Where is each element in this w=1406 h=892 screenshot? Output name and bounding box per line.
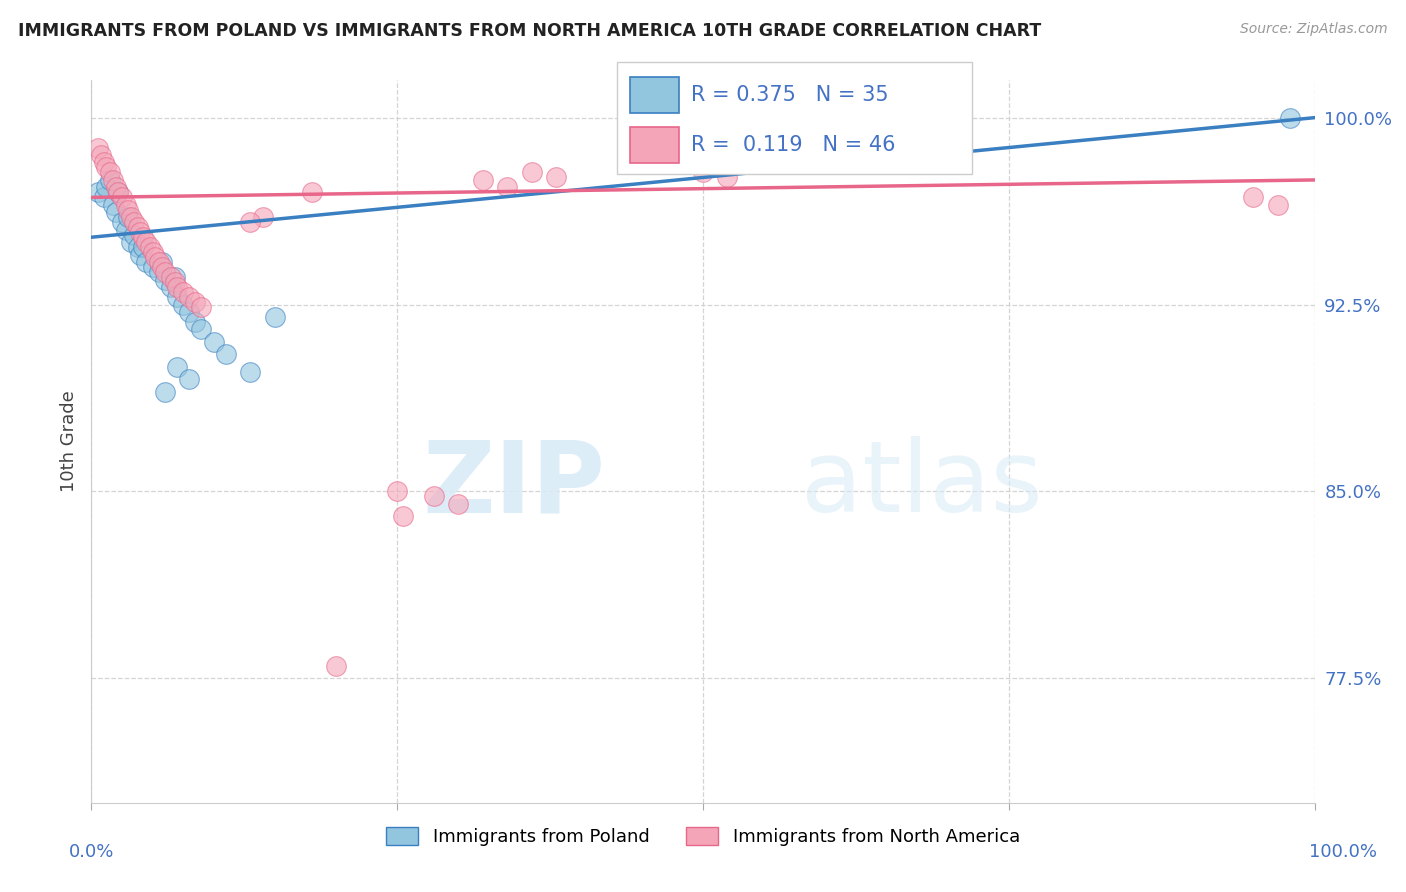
Point (117, 202, 139, 217)
Point (392, 509, 415, 524)
Point (93, 155, 115, 169)
FancyBboxPatch shape (630, 128, 679, 163)
Point (190, 322, 212, 336)
Point (252, 211, 274, 225)
Text: Source: ZipAtlas.com: Source: ZipAtlas.com (1240, 22, 1388, 37)
Point (153, 384, 176, 399)
Point (114, 198, 136, 212)
Point (120, 211, 142, 225)
Point (172, 285, 194, 299)
Point (90, 148, 112, 162)
Point (325, 658, 347, 673)
Point (132, 240, 155, 254)
Point (104, 205, 127, 219)
Point (122, 227, 145, 242)
Point (129, 225, 152, 239)
Point (122, 215, 145, 229)
Point (179, 372, 201, 386)
Point (423, 489, 446, 503)
Point (184, 295, 207, 310)
Point (172, 297, 194, 311)
Point (160, 280, 183, 294)
Point (190, 300, 212, 314)
Point (163, 275, 186, 289)
Y-axis label: 10th Grade: 10th Grade (59, 391, 77, 492)
FancyBboxPatch shape (630, 77, 679, 112)
Point (163, 270, 186, 285)
Point (184, 315, 207, 329)
Text: IMMIGRANTS FROM POLAND VS IMMIGRANTS FROM NORTH AMERICA 10TH GRADE CORRELATION C: IMMIGRANTS FROM POLAND VS IMMIGRANTS FRO… (18, 22, 1042, 40)
Point (520, 165, 543, 179)
Point (166, 290, 188, 304)
Point (141, 260, 163, 274)
Legend: Immigrants from Poland, Immigrants from North America: Immigrants from Poland, Immigrants from … (377, 818, 1029, 855)
Point (143, 250, 166, 264)
Text: 100.0%: 100.0% (1309, 843, 1376, 861)
Point (385, 484, 409, 499)
Point (239, 215, 262, 229)
Point (239, 365, 262, 379)
Point (86, 140, 108, 154)
Point (114, 223, 136, 237)
Point (160, 270, 183, 285)
Point (153, 272, 176, 286)
Point (166, 280, 188, 294)
Point (148, 265, 170, 279)
Point (1267, 198, 1289, 212)
Point (546, 170, 568, 185)
Point (132, 230, 155, 244)
Point (179, 305, 201, 319)
Point (471, 173, 494, 187)
Point (103, 198, 125, 212)
Point (86, 186, 108, 200)
Text: 0.0%: 0.0% (69, 843, 114, 861)
Point (141, 245, 163, 260)
Point (127, 220, 149, 235)
Point (496, 180, 519, 194)
Point (117, 211, 139, 225)
Text: ZIP: ZIP (422, 436, 605, 533)
Point (127, 240, 149, 254)
Point (104, 180, 127, 194)
Point (1243, 190, 1265, 204)
Point (120, 235, 142, 250)
Point (129, 248, 152, 262)
Point (93, 190, 115, 204)
Point (301, 186, 323, 200)
Point (1279, 111, 1302, 125)
Point (111, 190, 134, 204)
Text: atlas: atlas (801, 436, 1042, 533)
Point (716, 170, 738, 185)
Point (107, 186, 129, 200)
Point (103, 173, 125, 187)
Point (135, 235, 157, 250)
Point (94, 161, 117, 175)
Point (94, 180, 117, 194)
FancyBboxPatch shape (617, 62, 972, 174)
Point (692, 165, 714, 179)
Point (153, 265, 176, 279)
Point (98, 173, 121, 187)
Point (150, 260, 173, 274)
Point (150, 255, 173, 269)
Point (139, 240, 162, 254)
Point (264, 310, 287, 324)
Point (148, 255, 170, 269)
Point (202, 334, 225, 349)
Point (447, 497, 470, 511)
Point (111, 215, 134, 229)
Point (107, 186, 129, 200)
Point (179, 290, 201, 304)
Text: R = 0.375   N = 35: R = 0.375 N = 35 (690, 85, 889, 104)
Point (98, 165, 121, 179)
Point (215, 347, 238, 361)
Point (135, 255, 157, 269)
Point (166, 359, 188, 374)
Text: R =  0.119   N = 46: R = 0.119 N = 46 (690, 136, 896, 155)
